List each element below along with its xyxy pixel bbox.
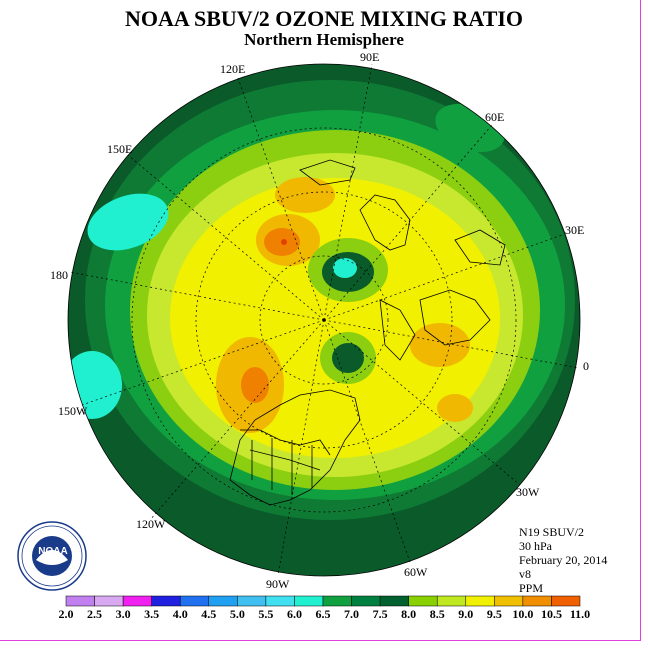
cyan-core-1 bbox=[333, 258, 357, 278]
colorbar-swatch bbox=[379, 595, 409, 607]
colorbar-swatch bbox=[436, 595, 467, 607]
noaa-bird-icon bbox=[36, 550, 68, 565]
colorbar-tick-label: 6.0 bbox=[286, 607, 302, 621]
colorbar-swatch bbox=[65, 595, 95, 607]
image-frame bbox=[0, 0, 641, 641]
dark-orange-patch-2 bbox=[241, 367, 269, 403]
lon-label-60e: 60E bbox=[485, 110, 505, 124]
colorbar-swatch bbox=[122, 595, 152, 607]
noaa-logo bbox=[17, 521, 87, 591]
noaa-logo-text: NOAA bbox=[38, 546, 68, 557]
colorbar-swatch bbox=[322, 595, 352, 607]
colorbar-tick-label: 3.5 bbox=[144, 607, 160, 621]
colorbar-tick-label: 7.5 bbox=[372, 607, 388, 621]
lon-label-30e: 30E bbox=[565, 223, 585, 237]
lon-label-180: 180 bbox=[50, 268, 68, 282]
colorbar-swatch bbox=[551, 595, 581, 607]
info-units: PPM bbox=[519, 581, 544, 595]
colorbar-swatch bbox=[408, 595, 438, 607]
info-level: 30 hPa bbox=[519, 539, 552, 553]
coastlines bbox=[229, 159, 506, 506]
colorbar-tick-label: 3.0 bbox=[115, 607, 131, 621]
colorbar-tick-label: 4.0 bbox=[172, 607, 188, 621]
colorbar-tick-label: 2.0 bbox=[58, 607, 74, 621]
lon-label-150e: 150E bbox=[107, 142, 133, 156]
orange-patch-5 bbox=[437, 394, 473, 422]
colorbar-tick-label: 8.0 bbox=[401, 607, 417, 621]
colorbar-tick-label: 5.0 bbox=[229, 607, 245, 621]
colorbar-swatch bbox=[351, 595, 381, 607]
map-title: NOAA SBUV/2 OZONE MIXING RATIO bbox=[124, 6, 524, 31]
colorbar-tick-label: 11.0 bbox=[569, 607, 591, 621]
colorbar-swatch bbox=[494, 595, 524, 607]
colorbar-swatch bbox=[208, 595, 238, 607]
lon-label-0: 0 bbox=[583, 359, 589, 373]
info-date: February 20, 2014 bbox=[519, 553, 608, 567]
hemisphere-outline bbox=[67, 63, 581, 577]
colorbar-swatch bbox=[294, 595, 324, 607]
lon-label-90e: 90E bbox=[360, 50, 380, 64]
orange-patch-2 bbox=[275, 177, 335, 213]
colorbar-tick-label: 10.0 bbox=[512, 607, 534, 621]
colorbar-swatch bbox=[151, 595, 181, 607]
low-ozone-core-2 bbox=[332, 343, 364, 373]
ozone-field bbox=[68, 64, 580, 576]
lon-label-30w: 30W bbox=[516, 485, 540, 499]
map-subtitle: Northern Hemisphere bbox=[244, 30, 404, 49]
colorbar-tick-label: 2.5 bbox=[87, 607, 103, 621]
cyan-patch-150e bbox=[87, 193, 169, 251]
colorbar-tick-label: 8.5 bbox=[429, 607, 445, 621]
colorbar-tick-label: 6.5 bbox=[315, 607, 331, 621]
orange-patch-4 bbox=[410, 323, 470, 367]
colorbar bbox=[65, 595, 581, 607]
info-version: v8 bbox=[519, 567, 531, 581]
colorbar-swatch bbox=[265, 595, 295, 607]
colorbar-tick-label: 4.5 bbox=[201, 607, 217, 621]
colorbar-tick-label: 9.0 bbox=[458, 607, 474, 621]
colorbar-swatch bbox=[522, 595, 552, 607]
colorbar-tick-label: 10.5 bbox=[540, 607, 562, 621]
colorbar-swatch bbox=[94, 595, 124, 607]
colorbar-tick-label: 7.0 bbox=[344, 607, 360, 621]
info-block: N19 SBUV/2 30 hPa February 20, 2014 v8 P… bbox=[519, 525, 607, 595]
colorbar-swatch bbox=[179, 595, 210, 607]
info-satellite: N19 SBUV/2 bbox=[519, 525, 585, 539]
lon-label-120w: 120W bbox=[136, 517, 166, 531]
graticule bbox=[69, 63, 579, 576]
lon-label-120e: 120E bbox=[220, 62, 246, 76]
colorbar-tick-label: 9.5 bbox=[486, 607, 502, 621]
lon-label-60w: 60W bbox=[404, 565, 428, 579]
lon-label-150w: 150W bbox=[58, 404, 88, 418]
lon-label-90w: 90W bbox=[266, 577, 290, 591]
red-spot bbox=[281, 239, 287, 245]
colorbar-tick-label: 5.5 bbox=[258, 607, 274, 621]
colorbar-swatch bbox=[465, 595, 495, 607]
colorbar-swatch bbox=[237, 595, 267, 607]
